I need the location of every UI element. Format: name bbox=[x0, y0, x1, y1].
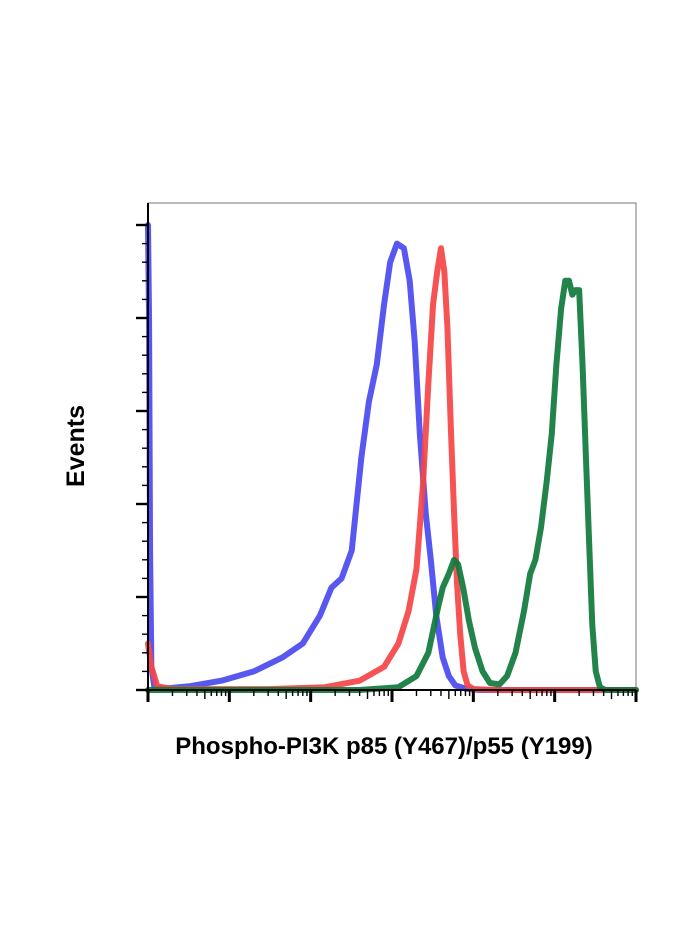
x-axis-title: Phospho-PI3K p85 (Y467)/p55 (Y199) bbox=[175, 733, 592, 760]
plot-frame bbox=[147, 202, 637, 691]
series-line-3 bbox=[145, 277, 639, 693]
y-axis-title: Events bbox=[62, 405, 90, 487]
series-layer bbox=[145, 222, 639, 693]
